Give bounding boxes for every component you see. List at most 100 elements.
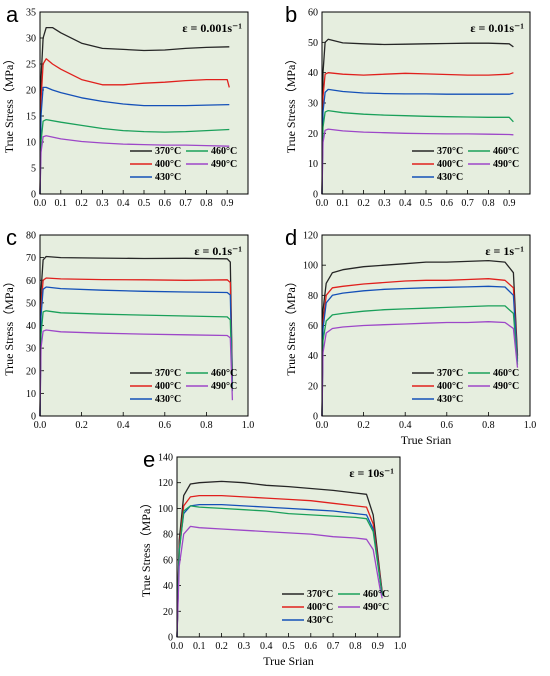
x-tick-label: 0.7 xyxy=(327,641,340,652)
series-line-400c xyxy=(321,72,514,195)
x-tick-label: 1.0 xyxy=(394,641,407,652)
series-line-400c xyxy=(39,58,230,195)
y-axis-label: True Stress（MPa） xyxy=(139,497,153,598)
strain-rate-label: ε = 10s⁻¹ xyxy=(349,466,394,480)
legend-label: 370°C xyxy=(437,146,463,157)
x-tick-label: 0.7 xyxy=(179,198,192,209)
series-line-430c xyxy=(321,88,514,195)
series-line-460c xyxy=(39,310,234,417)
y-tick-label: 60 xyxy=(26,276,36,287)
y-tick-label: 5 xyxy=(31,164,36,175)
x-tick-label: 0.9 xyxy=(371,641,384,652)
y-axis-label: True Stress（MPa） xyxy=(2,53,16,154)
legend-label: 400°C xyxy=(437,159,463,170)
x-tick-label: 0.4 xyxy=(117,420,130,431)
x-tick-label: 0.0 xyxy=(316,198,329,209)
strain-rate-label: ε = 0.01s⁻¹ xyxy=(470,21,524,35)
legend-label: 400°C xyxy=(307,602,333,613)
x-tick-label: 0.8 xyxy=(200,420,213,431)
panel-letter: e xyxy=(143,447,155,472)
plot-frame xyxy=(39,234,249,417)
x-tick-label: 0.0 xyxy=(171,641,184,652)
x-tick-label: 0.2 xyxy=(75,198,88,209)
legend-label: 490°C xyxy=(363,602,389,613)
y-tick-label: 50 xyxy=(308,38,318,49)
y-tick-label: 0 xyxy=(31,412,36,423)
y-tick-label: 60 xyxy=(163,555,173,566)
y-tick-label: 20 xyxy=(26,366,36,377)
y-tick-label: 0 xyxy=(31,190,36,201)
x-tick-label: 0.4 xyxy=(399,198,412,209)
x-axis-label: True Srian xyxy=(263,654,314,668)
series-line-400c xyxy=(176,494,383,638)
legend-label: 430°C xyxy=(437,394,463,405)
x-tick-label: 0.4 xyxy=(399,420,412,431)
x-tick-label: 0.9 xyxy=(221,198,234,209)
series-line-400c xyxy=(39,277,234,417)
x-tick-label: 0.1 xyxy=(193,641,206,652)
y-tick-label: 80 xyxy=(26,231,36,242)
legend-label: 490°C xyxy=(211,159,237,170)
y-tick-label: 20 xyxy=(308,129,318,140)
series-line-430c xyxy=(176,503,383,638)
y-tick-label: 80 xyxy=(163,530,173,541)
x-tick-label: 0.3 xyxy=(378,198,391,209)
x-tick-label: 0.6 xyxy=(159,420,172,431)
plot-frame xyxy=(176,456,401,638)
y-axis-label: True Stress（MPa） xyxy=(284,53,298,154)
strain-rate-label: ε = 0.001s⁻¹ xyxy=(182,21,242,35)
x-tick-label: 0.6 xyxy=(441,420,454,431)
y-tick-label: 10 xyxy=(308,159,318,170)
x-tick-label: 0.6 xyxy=(305,641,318,652)
legend-label: 460°C xyxy=(493,368,519,379)
y-tick-label: 50 xyxy=(26,298,36,309)
figure-panels: 0.0 0.1 0.2 0.3 0.4 0.5 0.6 0.7 0.8 0.9 0 5 10 15 20 25… xyxy=(2,2,536,668)
y-tick-label: 60 xyxy=(308,321,318,332)
x-tick-label: 0.4 xyxy=(117,198,130,209)
y-tick-label: 15 xyxy=(26,112,36,123)
y-tick-label: 0 xyxy=(313,190,318,201)
x-tick-label: 0.5 xyxy=(420,198,433,209)
x-tick-label: 0.1 xyxy=(55,198,68,209)
strain-rate-label: ε = 1s⁻¹ xyxy=(485,244,524,258)
legend-label: 490°C xyxy=(493,159,519,170)
x-tick-label: 0.2 xyxy=(75,420,88,431)
x-tick-label: 0.4 xyxy=(260,641,273,652)
series-line-490c xyxy=(39,135,230,195)
y-tick-label: 20 xyxy=(26,86,36,97)
x-tick-label: 0.8 xyxy=(349,641,362,652)
y-tick-label: 100 xyxy=(158,504,173,515)
series-line-490c xyxy=(321,321,519,417)
legend-label: 400°C xyxy=(437,381,463,392)
x-tick-label: 0.8 xyxy=(200,198,213,209)
x-axis-label: True Srian xyxy=(401,433,452,447)
series-line-460c xyxy=(321,305,519,417)
legend-label: 370°C xyxy=(307,589,333,600)
legend-label: 400°C xyxy=(155,159,181,170)
panel-letter: d xyxy=(285,225,297,250)
strain-rate-label: ε = 0.1s⁻¹ xyxy=(194,244,242,258)
y-tick-label: 30 xyxy=(26,344,36,355)
x-tick-label: 0.3 xyxy=(238,641,251,652)
x-tick-label: 0.2 xyxy=(215,641,228,652)
x-tick-label: 0.2 xyxy=(357,420,370,431)
legend-label: 370°C xyxy=(437,368,463,379)
y-tick-label: 60 xyxy=(308,8,318,19)
series-line-490c xyxy=(39,329,234,417)
x-tick-label: 0.0 xyxy=(316,420,329,431)
x-tick-label: 1.0 xyxy=(242,420,255,431)
y-tick-label: 20 xyxy=(163,607,173,618)
panel-a: 0.0 0.1 0.2 0.3 0.4 0.5 0.6 0.7 0.8 0.9 0 5 10 15 20 25… xyxy=(2,2,249,209)
y-tick-label: 30 xyxy=(308,99,318,110)
series-line-430c xyxy=(39,286,234,417)
y-tick-label: 40 xyxy=(308,351,318,362)
plot-frame xyxy=(321,11,531,195)
legend-label: 490°C xyxy=(493,381,519,392)
x-tick-label: 0.6 xyxy=(441,198,454,209)
x-tick-label: 0.8 xyxy=(482,420,495,431)
series-line-370c xyxy=(39,255,234,417)
series-line-460c xyxy=(176,505,383,638)
series-line-370c xyxy=(39,26,230,195)
series-line-460c xyxy=(39,118,230,195)
series-line-370c xyxy=(321,38,514,195)
